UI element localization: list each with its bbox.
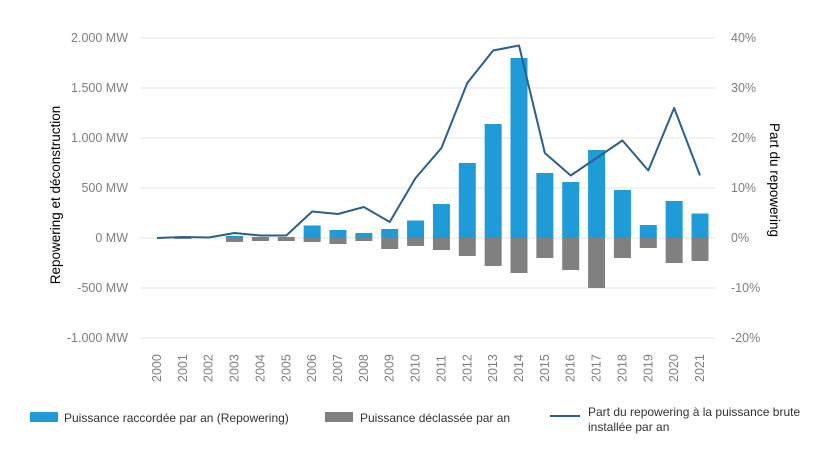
bar — [536, 173, 554, 238]
y2-tick-label: -20% — [731, 331, 760, 345]
y-tick-label: -500 MW — [77, 281, 128, 295]
bar — [303, 238, 321, 242]
series-line — [156, 44, 701, 239]
bar — [355, 233, 373, 238]
y-axis-title: Repowering et déconstruction — [48, 106, 63, 285]
legend-label-declassee: Puissance déclassée par an — [360, 411, 510, 425]
x-tick-label: 2001 — [176, 354, 190, 382]
bar — [588, 150, 606, 238]
bar — [381, 229, 399, 238]
bar — [329, 230, 347, 238]
bar — [226, 238, 244, 242]
legend-label-repowering: Puissance raccordée par an (Repowering) — [64, 411, 289, 425]
bar — [665, 201, 683, 238]
bar — [484, 238, 502, 266]
y2-tick-label: 20% — [731, 131, 756, 145]
y-tick-label: 2.000 MW — [71, 31, 128, 45]
bar — [329, 238, 347, 244]
x-tick-label: 2018 — [615, 354, 629, 382]
bar — [510, 238, 528, 273]
x-tick-label: 2017 — [590, 354, 604, 382]
bar — [562, 182, 580, 238]
y-tick-label: -1.000 MW — [67, 331, 128, 345]
x-tick-label: 2014 — [512, 354, 526, 382]
bar — [407, 220, 425, 238]
y2-tick-label: 0% — [731, 231, 749, 245]
bar — [251, 238, 269, 241]
legend-swatch-declassee — [325, 412, 353, 422]
legend-swatch-repowering — [30, 412, 58, 422]
bar — [458, 163, 476, 238]
bar — [613, 238, 631, 258]
bar — [484, 124, 502, 238]
x-tick-label: 2005 — [279, 354, 293, 382]
x-tick-label: 2009 — [383, 354, 397, 382]
x-tick-label: 2002 — [202, 354, 216, 382]
bar — [251, 237, 269, 238]
x-tick-label: 2012 — [460, 354, 474, 382]
bar — [613, 190, 631, 238]
y-tick-label: 500 MW — [81, 181, 128, 195]
bar — [407, 238, 425, 246]
y2-tick-label: 10% — [731, 181, 756, 195]
x-tick-label: 2016 — [564, 354, 578, 382]
x-tick-label: 2015 — [538, 354, 552, 382]
x-tick-label: 2004 — [253, 354, 267, 382]
x-tick-label: 2021 — [693, 354, 707, 382]
bar — [639, 238, 657, 248]
bar — [691, 213, 709, 238]
bar — [691, 238, 709, 261]
y2-tick-label: 30% — [731, 81, 756, 95]
bar — [588, 238, 606, 288]
bar — [510, 58, 528, 238]
x-tick-label: 2011 — [434, 355, 448, 382]
y2-tick-label: 40% — [731, 31, 756, 45]
bar — [355, 238, 373, 241]
bar — [303, 225, 321, 238]
bar — [381, 238, 399, 249]
x-tick-label: 2000 — [150, 354, 164, 382]
legend: Puissance raccordée par an (Repowering) … — [30, 405, 800, 434]
x-tick-label: 2007 — [331, 354, 345, 382]
bar — [226, 236, 244, 238]
bar — [432, 238, 450, 250]
legend-label-part-1: Part du repowering à la puissance brute — [588, 405, 800, 419]
y-tick-label: 1.500 MW — [71, 81, 128, 95]
bar — [562, 238, 580, 270]
y2-tick-label: -10% — [731, 281, 760, 295]
x-tick-label: 2013 — [486, 354, 500, 382]
x-tick-label: 2006 — [305, 354, 319, 382]
x-tick-label: 2008 — [357, 354, 371, 382]
legend-label-part-2: installée par an — [588, 420, 669, 434]
bar — [458, 238, 476, 256]
bar — [432, 204, 450, 238]
bar — [277, 237, 295, 238]
x-tick-label: 2019 — [641, 354, 655, 382]
x-tick-label: 2020 — [667, 354, 681, 382]
bar — [277, 238, 295, 241]
y-tick-label: 1.000 MW — [71, 131, 128, 145]
bar — [536, 238, 554, 258]
bar — [665, 238, 683, 263]
bar — [639, 225, 657, 238]
bar — [174, 238, 192, 239]
y2-axis-title: Part du repowering — [767, 123, 782, 237]
y-tick-label: 0 MW — [95, 231, 128, 245]
x-tick-label: 2003 — [228, 354, 242, 382]
x-tick-label: 2010 — [409, 354, 423, 382]
